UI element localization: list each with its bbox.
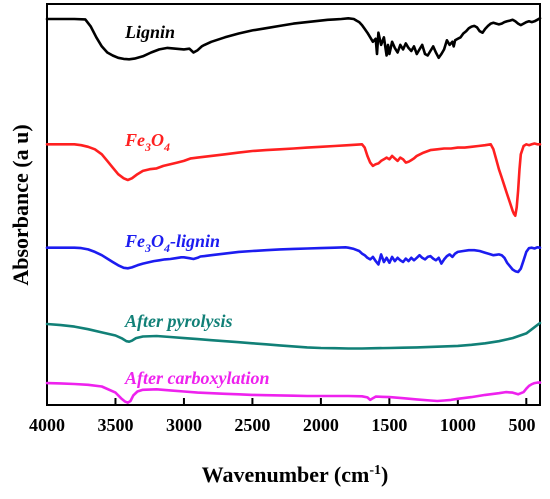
- series-label-after-pyrolysis: After pyrolysis: [124, 311, 233, 331]
- plot-area-frame: [46, 3, 541, 406]
- series-label-fe3o4-lignin: Fe3O4-lignin: [124, 231, 220, 255]
- y-axis-title: Absorbance (a u): [8, 124, 33, 285]
- x-tick-label: 4000: [29, 415, 65, 435]
- x-axis-title-superscript: -1: [369, 463, 381, 478]
- x-axis-title: Wavenumber (cm-1): [202, 462, 389, 487]
- x-tick-label: 2000: [303, 415, 339, 435]
- x-tick-label: 3000: [166, 415, 202, 435]
- x-axis-ticks: 4000 3500 3000 2500 2000 1500 1000 500: [29, 398, 536, 435]
- series-label-fe3o4: Fe3O4: [124, 130, 170, 154]
- series-line-lignin: [45, 16, 542, 61]
- x-tick-label: 2500: [234, 415, 270, 435]
- series-labels: Lignin Fe3O4 Fe3O4-lignin After pyrolysis Af…: [124, 22, 270, 388]
- series-line-fe3o4-lignin: [45, 246, 542, 274]
- series-label-lignin: Lignin: [124, 22, 175, 42]
- series-label-after-carboxylation: After carboxylation: [124, 368, 270, 388]
- series-line-after-carboxylation: [45, 381, 542, 405]
- series-line-after-pyrolysis: [45, 321, 542, 350]
- series-line-fe3o4: [45, 142, 542, 217]
- x-tick-label: 1500: [371, 415, 407, 435]
- x-tick-label: 3500: [97, 415, 133, 435]
- x-tick-label: 1000: [440, 415, 476, 435]
- spectra-traces: [45, 16, 542, 405]
- x-tick-label: 500: [509, 415, 536, 435]
